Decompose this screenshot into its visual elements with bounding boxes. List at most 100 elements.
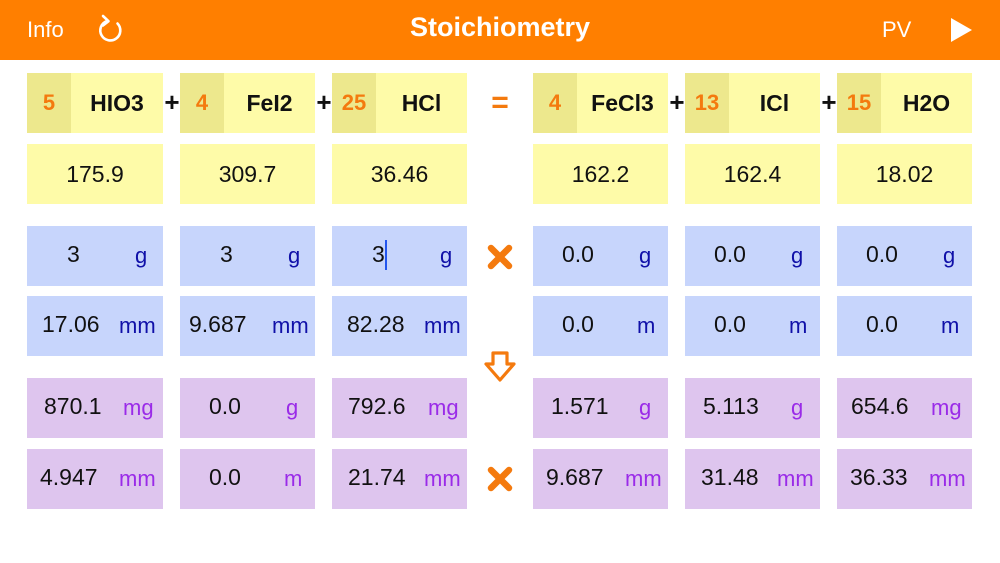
result-moles-unit[interactable]: mm: [625, 466, 662, 491]
moles-input[interactable]: 0.0 m: [685, 296, 820, 356]
formula-label[interactable]: HCl: [401, 89, 442, 116]
app-header: Info Stoichiometry PV: [0, 0, 1000, 60]
plus-sign: +: [164, 87, 180, 117]
result-mass-value: 0.0: [209, 393, 241, 419]
x-mark-icon[interactable]: [486, 465, 514, 493]
molar-weight: 18.02: [837, 144, 972, 204]
mass-unit[interactable]: g: [440, 243, 453, 268]
result-moles-unit[interactable]: mm: [777, 466, 814, 491]
result-mass: 870.1 mg: [27, 378, 163, 438]
product-formula-3: 15 H2O: [837, 73, 972, 133]
coefficient[interactable]: 4: [180, 73, 224, 133]
moles-input[interactable]: 9.687 mm: [180, 296, 315, 356]
coefficient[interactable]: 4: [533, 73, 577, 133]
mass-input[interactable]: 0.0 g: [837, 226, 972, 286]
play-icon[interactable]: [948, 17, 974, 43]
coefficient[interactable]: 5: [27, 73, 71, 133]
pv-button[interactable]: PV: [882, 17, 912, 42]
result-moles: 4.947 mm: [27, 449, 163, 509]
result-moles-value: 4.947: [40, 464, 98, 490]
result-mass-value: 792.6: [348, 393, 406, 419]
molar-weight: 162.4: [685, 144, 820, 204]
result-mass-value: 1.571: [551, 393, 609, 419]
result-moles-value: 31.48: [701, 464, 759, 490]
x-mark-icon[interactable]: [486, 243, 514, 271]
result-mass-value: 5.113: [703, 393, 759, 419]
mass-input[interactable]: 3 g: [332, 226, 467, 286]
mass-value: 3: [372, 241, 385, 267]
mass-input[interactable]: 3 g: [27, 226, 163, 286]
molar-weight: 162.2: [533, 144, 668, 204]
moles-unit[interactable]: mm: [272, 313, 309, 338]
result-moles-value: 21.74: [348, 464, 406, 490]
mass-unit[interactable]: g: [943, 243, 956, 268]
mass-input[interactable]: 0.0 g: [533, 226, 668, 286]
plus-sign: +: [316, 87, 332, 117]
result-mass-unit[interactable]: g: [286, 395, 299, 420]
coefficient[interactable]: 25: [332, 73, 376, 133]
reactant-formula-2: 4 FeI2: [180, 73, 315, 133]
mass-unit[interactable]: g: [135, 243, 148, 268]
mass-value: 3: [220, 241, 233, 267]
molar-weight: 36.46: [332, 144, 467, 204]
mass-unit[interactable]: g: [791, 243, 804, 268]
moles-value: 0.0: [866, 311, 898, 337]
result-mass-unit[interactable]: mg: [123, 395, 154, 420]
result-moles-unit[interactable]: mm: [929, 466, 966, 491]
result-mass: 0.0 g: [180, 378, 315, 438]
moles-input[interactable]: 0.0 m: [533, 296, 668, 356]
plus-sign: +: [669, 87, 685, 117]
mass-value: 0.0: [714, 241, 746, 267]
result-moles: 0.0 m: [180, 449, 315, 509]
formula-label[interactable]: FeCl3: [591, 89, 654, 116]
result-mass: 792.6 mg: [332, 378, 467, 438]
formula-label[interactable]: FeI2: [246, 89, 293, 116]
moles-unit[interactable]: mm: [119, 313, 156, 338]
plus-sign: +: [821, 87, 837, 117]
calculate-arrow-icon[interactable]: [482, 350, 518, 384]
mass-value: 3: [67, 241, 80, 267]
result-mass: 5.113 g: [685, 378, 820, 438]
text-cursor: [385, 240, 387, 270]
molar-weight: 309.7: [180, 144, 315, 204]
result-moles-unit[interactable]: mm: [424, 466, 461, 491]
moles-value: 17.06: [42, 311, 100, 337]
reactant-formula-1: 5 HIO3: [27, 73, 163, 133]
result-moles-value: 36.33: [850, 464, 908, 490]
result-moles-unit[interactable]: mm: [119, 466, 156, 491]
reactant-formula-3: 25 HCl: [332, 73, 467, 133]
moles-unit[interactable]: m: [637, 313, 656, 338]
mass-value: 0.0: [866, 241, 898, 267]
refresh-icon[interactable]: [96, 13, 126, 45]
result-moles: 36.33 mm: [837, 449, 972, 509]
mass-unit[interactable]: g: [639, 243, 652, 268]
result-mass-unit[interactable]: mg: [931, 395, 962, 420]
page-title: Stoichiometry: [409, 12, 591, 42]
molar-weight: 175.9: [27, 144, 163, 204]
moles-input[interactable]: 82.28 mm: [332, 296, 467, 356]
product-formula-2: 13 ICl: [685, 73, 820, 133]
result-moles: 9.687 mm: [533, 449, 668, 509]
moles-unit[interactable]: m: [789, 313, 808, 338]
formula-label[interactable]: ICl: [759, 89, 790, 116]
result-mass-value: 870.1: [44, 393, 102, 419]
coefficient[interactable]: 15: [837, 73, 881, 133]
coefficient[interactable]: 13: [685, 73, 729, 133]
result-mass-unit[interactable]: mg: [428, 395, 459, 420]
moles-value: 0.0: [714, 311, 746, 337]
moles-unit[interactable]: m: [941, 313, 960, 338]
formula-label[interactable]: HIO3: [90, 89, 144, 116]
result-moles-value: 0.0: [209, 464, 241, 490]
moles-input[interactable]: 17.06 mm: [27, 296, 163, 356]
result-moles: 31.48 mm: [685, 449, 820, 509]
result-mass-unit[interactable]: g: [639, 395, 652, 420]
mass-input[interactable]: 0.0 g: [685, 226, 820, 286]
result-moles-unit[interactable]: m: [284, 466, 303, 491]
mass-input[interactable]: 3 g: [180, 226, 315, 286]
info-button[interactable]: Info: [27, 17, 64, 42]
moles-unit[interactable]: mm: [424, 313, 461, 338]
result-mass-unit[interactable]: g: [791, 395, 804, 420]
mass-unit[interactable]: g: [288, 243, 301, 268]
formula-label[interactable]: H2O: [902, 89, 951, 116]
moles-input[interactable]: 0.0 m: [837, 296, 972, 356]
